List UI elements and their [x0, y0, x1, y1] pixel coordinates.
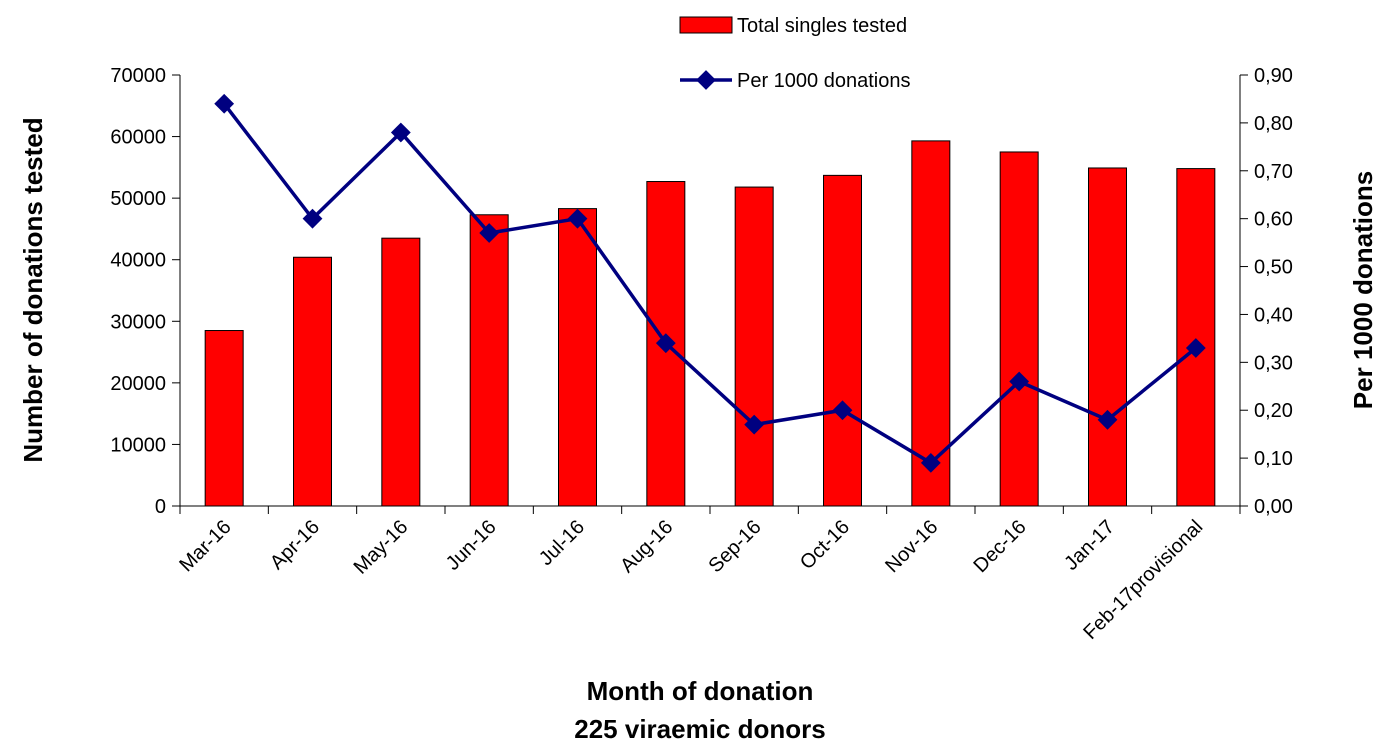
y-tick-label: 20000 — [110, 373, 166, 395]
marker — [920, 453, 941, 473]
marker — [1009, 371, 1030, 392]
marker — [655, 333, 676, 354]
line — [222, 102, 1197, 466]
y2-tick-label: 0,40 — [1254, 304, 1293, 326]
x-tick-label: Jul-16 — [535, 516, 589, 570]
bar — [1088, 167, 1127, 507]
x-tick-label: Jun-16 — [442, 516, 501, 575]
y-tick-label: 10000 — [110, 434, 166, 456]
x-tick-label: Mar-16 — [175, 516, 235, 576]
bar — [1176, 168, 1216, 507]
x-tick-label: Oct-16 — [796, 516, 854, 574]
marker — [744, 414, 765, 435]
y2-tick-label: 0,10 — [1254, 448, 1293, 470]
y2-axis-title: Per 1000 donations — [1348, 171, 1378, 409]
y-tick-label: 60000 — [110, 127, 166, 149]
marker — [479, 223, 500, 243]
y-tick-label: 0 — [155, 496, 166, 518]
y2-tick-label: 0,70 — [1254, 161, 1293, 183]
y2-tick-label: 0,80 — [1254, 113, 1293, 135]
x-tick-label: Jan-17 — [1060, 516, 1119, 575]
x-axis-title: 225 viraemic donors — [574, 714, 825, 744]
x-tick-label: Dec-16 — [970, 516, 1031, 577]
bar — [469, 214, 509, 507]
bar — [734, 186, 774, 507]
bar — [999, 151, 1039, 507]
bar — [204, 330, 244, 507]
x-axis-title: Month of donation — [587, 676, 814, 706]
x-tick-label: Sep-16 — [705, 516, 766, 577]
marker — [214, 93, 235, 114]
y-axis-title: Number of donations tested — [18, 117, 48, 462]
legend-label: Total singles tested — [737, 15, 907, 37]
y2-tick-label: 0,50 — [1254, 257, 1293, 279]
bar — [381, 237, 421, 507]
y2-tick-label: 0,00 — [1254, 496, 1293, 518]
bar — [558, 208, 597, 507]
bar — [293, 256, 332, 507]
bar — [911, 140, 951, 507]
x-tick-label: Apr-16 — [266, 516, 324, 574]
y2-tick-label: 0,30 — [1254, 352, 1293, 374]
legend-swatch — [696, 70, 716, 90]
marker — [832, 400, 853, 421]
y2-tick-label: 0,90 — [1254, 65, 1293, 87]
marker — [1185, 338, 1206, 358]
y2-tick-label: 0,20 — [1254, 400, 1293, 422]
marker — [390, 122, 411, 143]
y-tick-label: 40000 — [110, 250, 166, 272]
y2-tick-label: 0,60 — [1254, 209, 1293, 231]
x-tick-label: May-16 — [350, 516, 413, 579]
y-tick-label: 30000 — [110, 311, 166, 333]
x-tick-label: Nov-16 — [881, 516, 942, 577]
y-tick-label: 50000 — [110, 188, 166, 210]
x-tick-label: Aug-16 — [616, 516, 677, 577]
marker — [302, 208, 323, 229]
bar — [823, 174, 862, 507]
legend-label: Per 1000 donations — [737, 70, 910, 92]
marker — [1097, 409, 1118, 430]
legend-swatch — [679, 16, 733, 34]
y-tick-label: 70000 — [110, 65, 166, 87]
